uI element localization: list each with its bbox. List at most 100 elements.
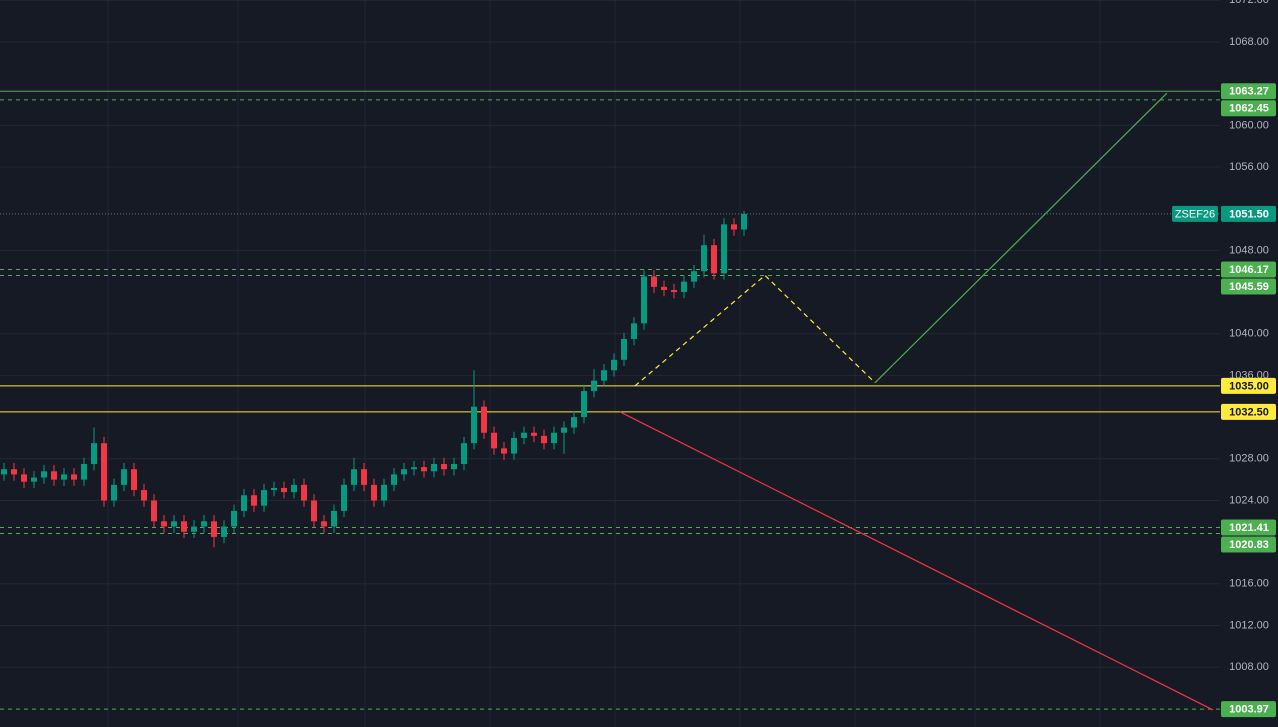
candle-body [421,467,427,472]
candle-body [491,432,497,449]
price-label: 1035.00 [1229,380,1269,392]
price-label: 1032.50 [1229,406,1269,418]
price-label-bg [1221,261,1276,278]
price-label-bg [1221,536,1276,553]
candle-body [111,484,117,501]
y-tick-label: 1048.00 [1229,244,1269,256]
candle-body [361,469,367,485]
candle-body [611,359,617,371]
candle-body [311,500,317,522]
candle-body [571,417,577,428]
candle-body [271,487,277,491]
price-label-bg [1221,701,1276,718]
y-tick-label: 1028.00 [1229,453,1269,465]
candle-body [481,406,487,433]
price-label-bg [1221,377,1276,394]
y-tick-label: 1056.00 [1229,161,1269,173]
candle-body [1,469,7,475]
symbol-label-bg [1172,205,1218,222]
candle-body [551,432,557,444]
candle-body [41,471,47,478]
y-tick-label: 1040.00 [1229,328,1269,340]
candle-body [581,391,587,418]
price-label: 1063.27 [1229,86,1269,98]
candle-body [601,370,607,381]
candle-body [451,464,457,470]
candle-body [331,510,337,527]
candle-body [741,213,747,230]
y-tick-label: 1016.00 [1229,578,1269,590]
candle-body [371,484,377,501]
candle-body [471,406,477,444]
price-label-bg [1221,519,1276,536]
candle-body [181,521,187,532]
candle-body [691,271,697,282]
candle-body [21,474,27,482]
candle-body [141,490,147,501]
price-label: 1051.50 [1229,208,1269,220]
trend-line [874,92,1168,384]
y-tick-label: 1072.00 [1229,0,1269,6]
candle-body [501,448,507,454]
candle-body [731,224,737,230]
candle-body [91,443,97,465]
y-tick-label: 1068.00 [1229,36,1269,48]
candle-body [681,281,687,293]
candle-body [721,224,727,274]
trend-line [634,274,876,387]
candle-body [71,474,77,480]
candle-body [61,474,67,480]
price-label: 1021.41 [1229,522,1269,534]
price-label-bg [1221,403,1276,420]
trend-line [619,411,1214,711]
price-label-bg [1221,100,1276,117]
candle-body [621,338,627,360]
candle-body [201,521,207,527]
candle-body [301,484,307,501]
candle-body [221,526,227,537]
candle-body [121,469,127,485]
symbol-label: ZSEF26 [1175,208,1215,220]
candle-body [391,474,397,485]
candle-body [281,487,287,493]
y-tick-label: 1008.00 [1229,661,1269,673]
candle-body [701,245,707,272]
candle-body [631,323,637,339]
candle-body [31,477,37,482]
candle-body [171,521,177,527]
candle-body [541,435,547,444]
y-tick-label: 1024.00 [1229,494,1269,506]
candle-body [161,521,167,527]
candle-body [671,289,677,293]
candle-body [431,464,437,472]
y-tick-label: 1012.00 [1229,619,1269,631]
price-label-bg [1221,278,1276,295]
candle-body [711,245,717,274]
candle-body [521,432,527,438]
price-label: 1045.59 [1229,281,1269,293]
candle-body [351,469,357,485]
candle-body [81,464,87,480]
candle-body [191,526,197,532]
candle-body [251,495,257,506]
price-label: 1003.97 [1229,704,1269,716]
candle-body [131,469,137,491]
candle-body [211,521,217,537]
candle-body [381,484,387,501]
candle-body [641,276,647,324]
candle-body [591,380,597,392]
candle-body [261,490,267,506]
candle-body [511,437,517,454]
candle-body [461,443,467,465]
price-label: 1062.45 [1229,103,1269,115]
candle-body [51,471,57,480]
candle-body [151,500,157,522]
price-label-bg [1221,83,1276,100]
candle-body [411,467,417,470]
candle-body [291,484,297,493]
price-label-bg [1221,205,1276,222]
candle-body [321,521,327,527]
